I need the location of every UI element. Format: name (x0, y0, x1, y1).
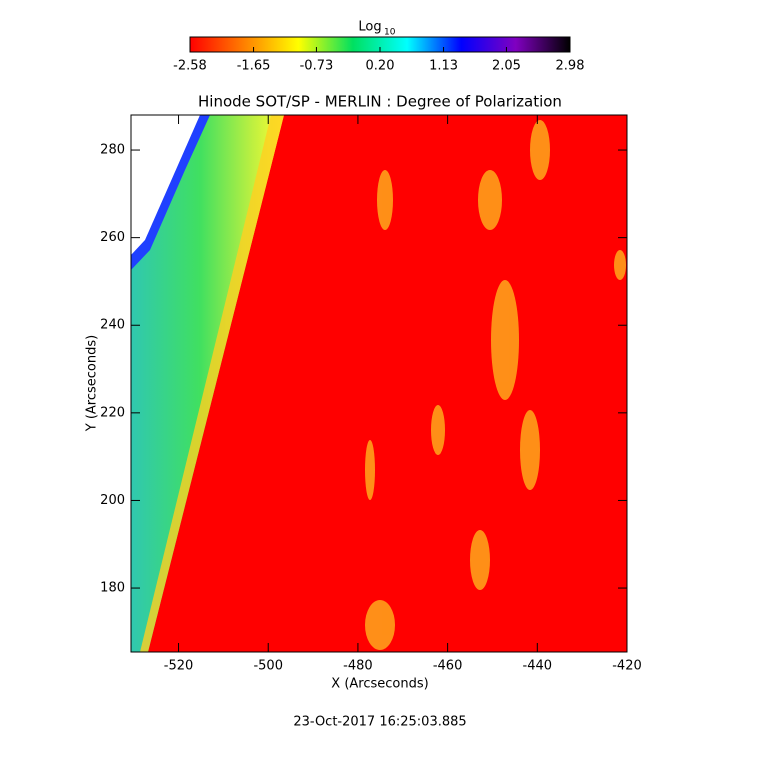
footer-date: 23-Oct-2017 16:25:03.885 (293, 715, 466, 730)
colorbar-tick-label: 1.13 (429, 59, 458, 74)
plot-frame (130, 114, 628, 653)
colorbar-tick-label: -1.65 (237, 59, 271, 74)
colorbar-tick-label: 0.20 (366, 59, 395, 74)
y-tick-label: 200 (100, 493, 125, 508)
y-tick-label: 280 (100, 143, 125, 158)
x-tick-label: -460 (433, 659, 463, 674)
x-tick-label: -440 (523, 659, 553, 674)
x-tick-label: -500 (253, 659, 283, 674)
chart-title: Hinode SOT/SP - MERLIN : Degree of Polar… (198, 93, 562, 111)
colorbar-label: Log (358, 20, 381, 35)
colorbar-tick-label: 2.98 (556, 59, 585, 74)
y-tick-label: 240 (100, 318, 125, 333)
colorbar-tick-label: -0.73 (300, 59, 334, 74)
x-tick-label: -480 (343, 659, 373, 674)
y-tick-label: 260 (100, 230, 125, 245)
colorbar-label-sub: 10 (384, 28, 396, 38)
y-tick-label: 180 (100, 581, 125, 596)
colorbar-tick-label: -2.58 (173, 59, 207, 74)
x-tick-label: -520 (164, 659, 194, 674)
image (131, 115, 627, 652)
x-tick-label: -420 (612, 659, 642, 674)
y-axis-label: Y (Arcseconds) (85, 335, 100, 432)
y-tick-label: 220 (100, 405, 125, 420)
x-axis-label: X (Arcseconds) (331, 677, 428, 692)
colorbar-tick-label: 2.05 (492, 59, 521, 74)
